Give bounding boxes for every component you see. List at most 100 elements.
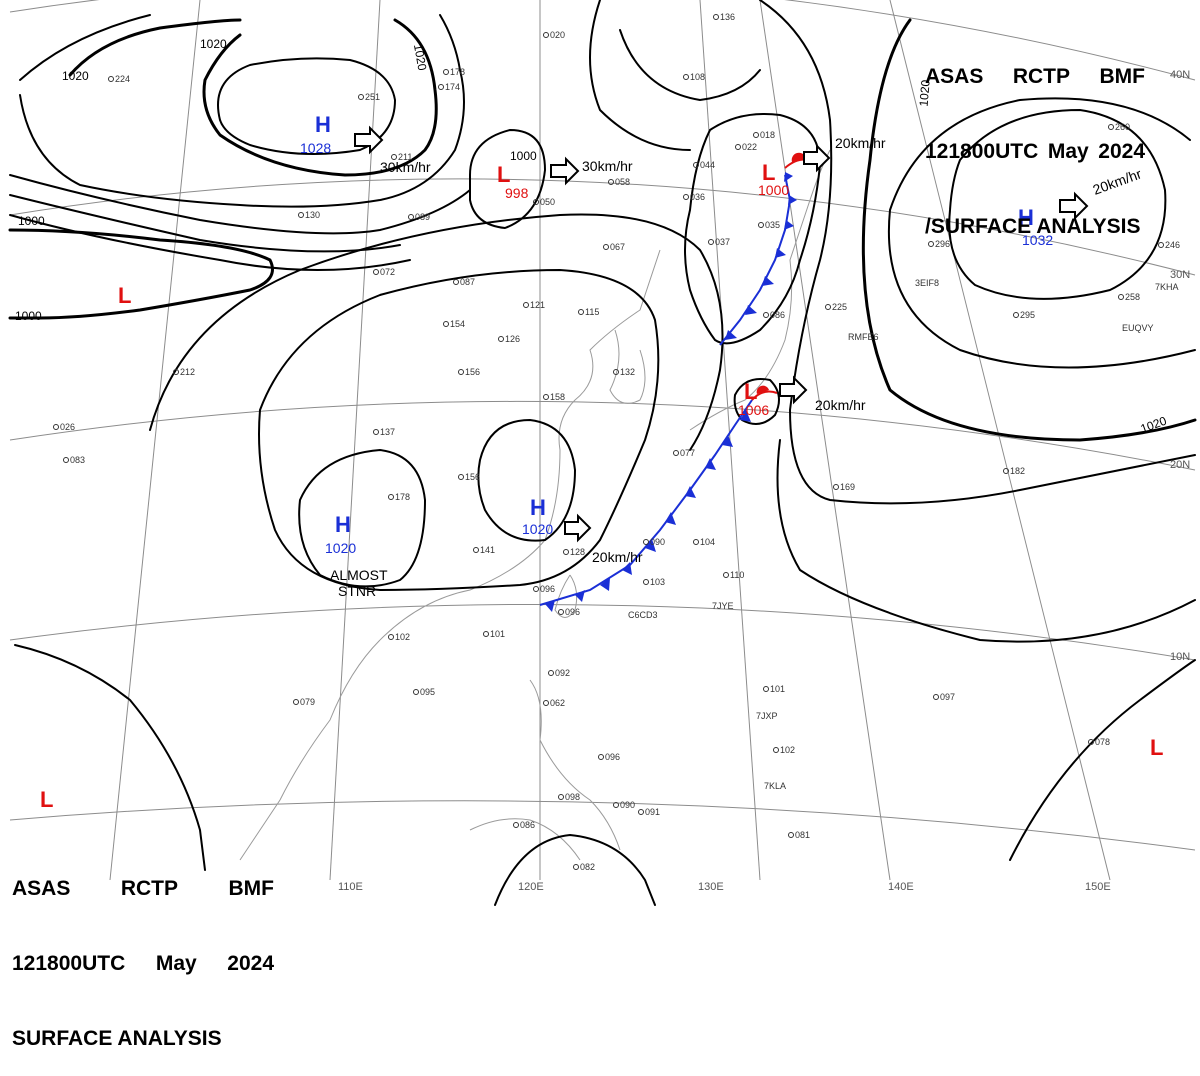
taiwan-coast	[554, 574, 578, 618]
station-pressure: 178	[450, 67, 465, 77]
station-circle	[1013, 312, 1019, 318]
surface-analysis-map: 1020 1020 1020 1000 1000 1000 1020 1020 …	[8, 0, 1197, 906]
station-pressure: 022	[742, 142, 757, 152]
latitude-label: 10N	[1170, 651, 1190, 663]
isobar-southwest	[14, 644, 206, 871]
low-center-symbol: L	[40, 787, 53, 812]
high-center-symbol: H	[315, 112, 331, 137]
station-pressure: 086	[770, 310, 785, 320]
motion-arrow-1006-low	[779, 375, 808, 405]
station-circle	[1158, 242, 1164, 248]
header-bottom-left: ASAS RCTP BMF 121800UTC May 2024 SURFACE…	[12, 826, 274, 1076]
station-circle	[408, 214, 414, 220]
station-pressure: 115	[585, 307, 599, 317]
station-circle	[673, 450, 679, 456]
station-pressure: 296	[935, 239, 950, 249]
station-circle	[523, 302, 529, 308]
header-center: ASAS	[12, 877, 71, 900]
station-pressure: 246	[1165, 240, 1180, 250]
low-center-symbol: L	[762, 160, 775, 185]
header-title: /SURFACE ANALYSIS	[925, 215, 1141, 238]
isobar-south-low	[494, 834, 656, 906]
station-pressure: 211	[398, 152, 412, 162]
station-circle	[388, 634, 394, 640]
philippines-coast	[529, 679, 621, 851]
station-circle	[1108, 124, 1114, 130]
station-circle	[753, 132, 759, 138]
station-circle	[358, 94, 364, 100]
header-row-time: 121800UTC May 2024	[925, 139, 1145, 164]
isobar-label: 1000	[510, 149, 537, 163]
station-circle	[643, 539, 649, 545]
station-pressure: 087	[460, 277, 475, 287]
station-pressure: 169	[840, 482, 855, 492]
latitude-label: 30N	[1170, 269, 1190, 281]
motion-arrow-north-low	[550, 156, 580, 186]
high-center-value: 1028	[300, 140, 331, 156]
borneo-coast	[469, 818, 581, 861]
isobar-1012-east	[776, 439, 1196, 643]
station-circle	[713, 14, 719, 20]
station-pressure: 036	[690, 192, 705, 202]
header-agency: RCTP	[120, 877, 179, 900]
station-circle	[533, 586, 539, 592]
station-pressure: 154	[450, 319, 465, 329]
ship-callsign: 7JXP	[756, 711, 778, 721]
station-pressure: 096	[565, 607, 580, 617]
warm-front-north-pip	[791, 152, 806, 162]
isobar-label: 1020	[200, 37, 227, 51]
pressure-centers: H 1028 H 1032 H 1020 H 1020 L 998 L 1000…	[40, 112, 1163, 812]
station-circle	[693, 539, 699, 545]
station-pressure: 062	[550, 698, 565, 708]
station-circle	[498, 336, 504, 342]
station-circle	[1118, 294, 1124, 300]
station-pressure: 089	[415, 212, 430, 222]
ship-callsign: 3EIF8	[915, 278, 939, 288]
annotation-line1: ALMOST	[330, 567, 388, 583]
isobar-outer-2	[589, 0, 761, 151]
isobar-outer-1	[149, 213, 724, 451]
station-circle	[458, 369, 464, 375]
ship-callsign: 7JYE	[712, 601, 734, 611]
motion-arrows	[354, 125, 1089, 543]
station-pressure: 035	[765, 220, 780, 230]
latitude-label: 40N	[1170, 69, 1190, 81]
station-pressure: 083	[70, 455, 85, 465]
station-pressure: 121	[530, 300, 545, 310]
station-pressure: 082	[580, 862, 595, 872]
high-center-symbol: H	[530, 495, 546, 520]
latitude-line-40n	[9, 0, 1196, 81]
station-circle	[458, 474, 464, 480]
isobar-1000-lines	[9, 174, 471, 271]
isobar-1000-east-low	[684, 113, 821, 345]
station-circle	[1003, 468, 1009, 474]
station-pressure: 067	[610, 242, 625, 252]
ship-callsigns: 3EIF8 RMFE6 EUQVY 7KHA C6CD3 7JYE 7JXP 7KLA	[628, 278, 1179, 791]
station-circle	[683, 74, 689, 80]
ship-callsign: 7KHA	[1155, 282, 1179, 292]
station-circle	[763, 686, 769, 692]
isobar-1020-outer-nw	[19, 14, 465, 208]
korea-coast	[609, 329, 646, 404]
station-pressure: 178	[395, 492, 410, 502]
station-circle	[453, 279, 459, 285]
station-circle	[758, 222, 764, 228]
station-pressure: 072	[380, 267, 395, 277]
header-month: May	[1047, 140, 1089, 163]
station-circle	[543, 394, 549, 400]
low-center-symbol: L	[1150, 735, 1163, 760]
motion-label: 20km/hr	[592, 549, 643, 565]
station-pressure: 018	[760, 130, 775, 140]
station-pressure: 132	[620, 367, 635, 377]
longitude-label: 110E	[338, 881, 363, 893]
motion-label: 30km/hr	[380, 159, 431, 175]
station-circle	[638, 809, 644, 815]
station-pressure: 104	[700, 537, 715, 547]
isobar-central-loop	[258, 269, 660, 591]
station-circle	[443, 321, 449, 327]
station-pressure: 110	[730, 570, 744, 580]
station-circle	[578, 309, 584, 315]
coastlines	[239, 149, 831, 861]
longitude-line-100e	[109, 0, 201, 881]
station-circle	[443, 69, 449, 75]
